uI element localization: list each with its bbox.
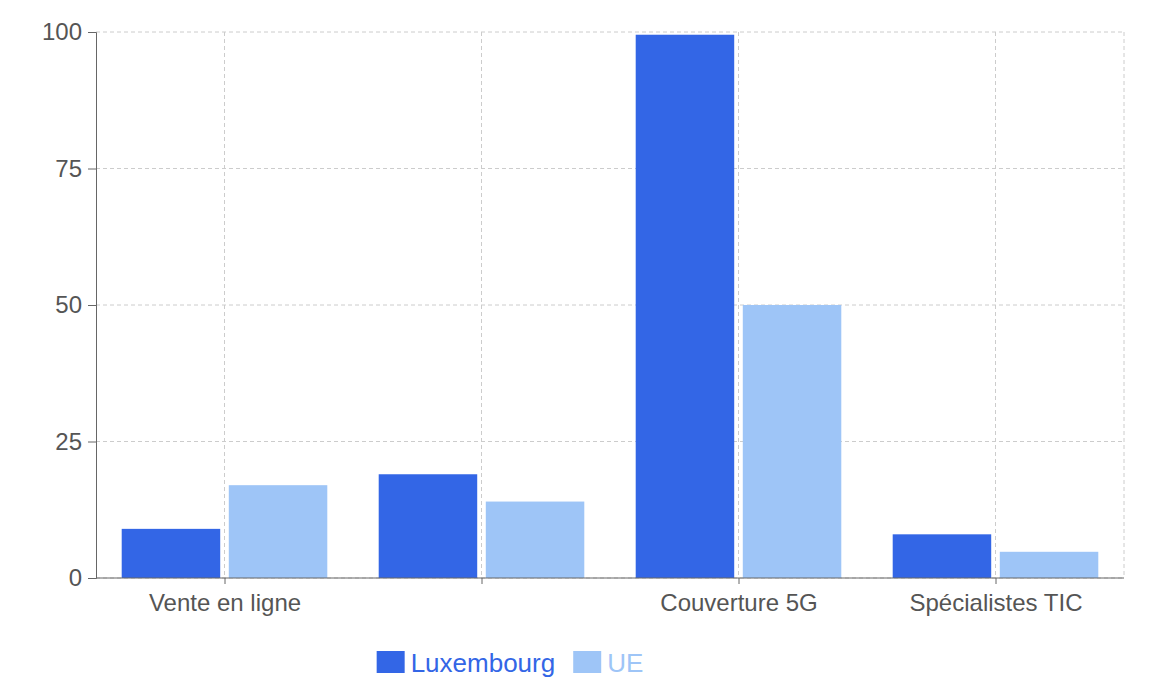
plot-frame [1124, 32, 1125, 578]
x-tick-label: Vente en ligne [149, 589, 301, 616]
bars [122, 35, 1099, 578]
legend-label: Luxembourg [411, 648, 556, 678]
bar [122, 529, 221, 578]
y-tick-label: 50 [55, 291, 82, 318]
bar [1000, 552, 1099, 578]
y-tick-label: 0 [69, 564, 82, 591]
legend-swatch [377, 651, 405, 673]
y-axis: 0 25 50 75 100 [42, 18, 97, 591]
y-tick-mark [88, 442, 96, 443]
y-axis-line [88, 33, 97, 579]
grid [96, 32, 1124, 578]
y-tick-mark [88, 305, 96, 306]
legend-item: Luxembourg [377, 648, 556, 678]
grid-line [96, 441, 1124, 442]
y-tick: 75 [55, 155, 96, 182]
y-tick-label: 100 [42, 18, 82, 45]
y-tick: 0 [69, 564, 96, 591]
x-tick [482, 578, 483, 584]
y-tick: 25 [55, 428, 96, 455]
x-tick: Couverture 5G [660, 578, 817, 616]
y-tick-mark [88, 32, 96, 33]
grid-line [481, 32, 482, 578]
x-tick-mark [225, 578, 226, 584]
x-tick-label: Couverture 5G [660, 589, 817, 616]
bar [893, 534, 992, 578]
bar [486, 502, 585, 578]
x-tick-mark [482, 578, 483, 584]
y-tick-label: 25 [55, 428, 82, 455]
x-tick-mark [996, 578, 997, 584]
y-tick-label: 75 [55, 155, 82, 182]
grid-line [96, 578, 1124, 579]
y-tick: 100 [42, 18, 96, 45]
y-tick: 50 [55, 291, 96, 318]
chart: 0 25 50 75 100 Vente en ligne Couverture 5G Spé… [0, 0, 1156, 696]
grid-line [995, 32, 996, 578]
legend-item: UE [573, 648, 643, 678]
bar [636, 35, 735, 578]
bar [229, 485, 328, 578]
x-axis: Vente en ligne Couverture 5G Spécialistes … [96, 578, 1124, 616]
grid-line [96, 305, 1124, 306]
x-tick-label: Spécialistes TIC [910, 589, 1083, 616]
legend-swatch [573, 651, 601, 673]
bar [379, 474, 478, 578]
x-tick: Vente en ligne [149, 578, 301, 616]
bar [743, 305, 842, 578]
grid-line [738, 32, 739, 578]
y-tick-mark [88, 578, 96, 579]
x-axis-line [96, 578, 1124, 579]
y-tick-mark [88, 169, 96, 170]
grid-line [96, 168, 1124, 169]
legend-label: UE [607, 648, 643, 678]
x-tick: Spécialistes TIC [910, 578, 1083, 616]
grid-line [96, 32, 1124, 33]
legend: Luxembourg UE [377, 648, 644, 678]
x-tick-mark [739, 578, 740, 584]
grid-line [224, 32, 225, 578]
